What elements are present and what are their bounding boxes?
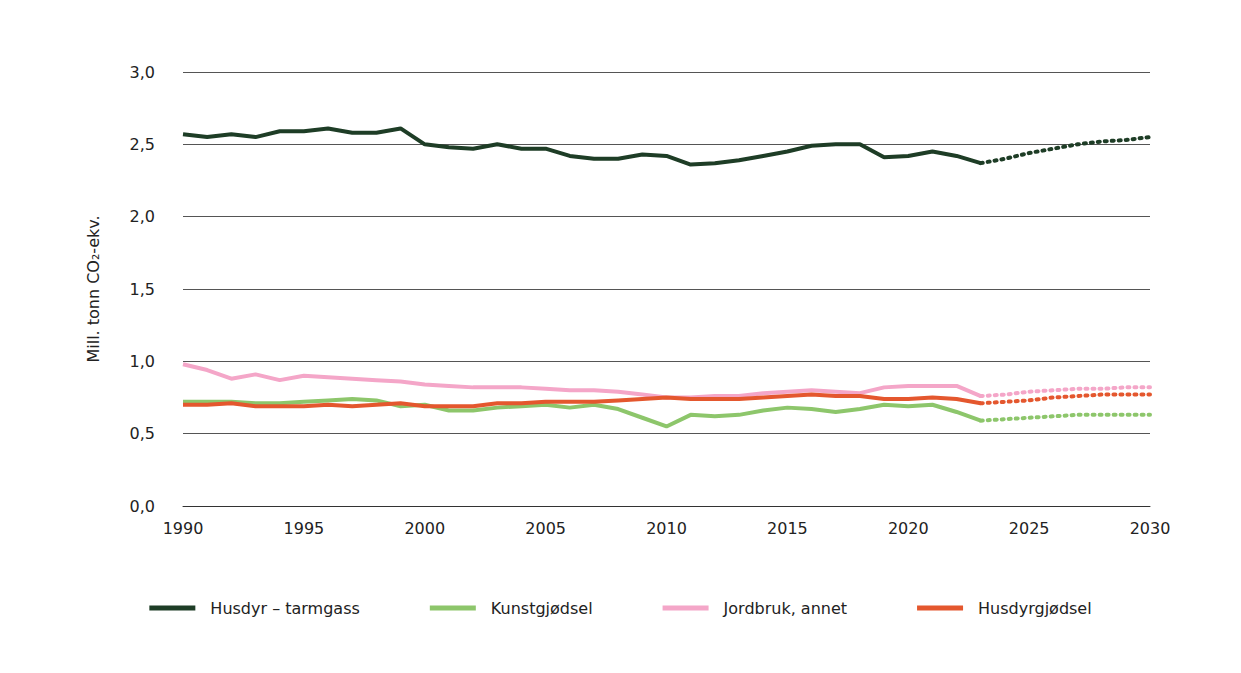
svg-text:2010: 2010 <box>646 519 687 538</box>
svg-text:2,5: 2,5 <box>130 135 155 154</box>
svg-text:Mill. tonn CO₂-ekv.: Mill. tonn CO₂-ekv. <box>84 215 103 362</box>
svg-text:3,0: 3,0 <box>130 63 155 82</box>
svg-text:1995: 1995 <box>284 519 325 538</box>
svg-text:2030: 2030 <box>1130 519 1171 538</box>
svg-text:2020: 2020 <box>888 519 929 538</box>
svg-text:1,0: 1,0 <box>130 352 155 371</box>
svg-text:1,5: 1,5 <box>130 280 155 299</box>
svg-text:Husdyrgjødsel: Husdyrgjødsel <box>978 599 1092 618</box>
svg-text:2,0: 2,0 <box>130 207 155 226</box>
svg-text:2015: 2015 <box>767 519 808 538</box>
svg-text:2000: 2000 <box>404 519 445 538</box>
svg-text:1990: 1990 <box>163 519 204 538</box>
svg-text:2025: 2025 <box>1009 519 1050 538</box>
svg-text:Husdyr – tarmgass: Husdyr – tarmgass <box>210 599 359 618</box>
svg-text:0,0: 0,0 <box>130 497 155 516</box>
svg-text:Kunstgjødsel: Kunstgjødsel <box>491 599 593 618</box>
svg-text:Jordbruk, annet: Jordbruk, annet <box>723 599 847 618</box>
svg-text:2005: 2005 <box>525 519 566 538</box>
svg-text:0,5: 0,5 <box>130 424 155 443</box>
